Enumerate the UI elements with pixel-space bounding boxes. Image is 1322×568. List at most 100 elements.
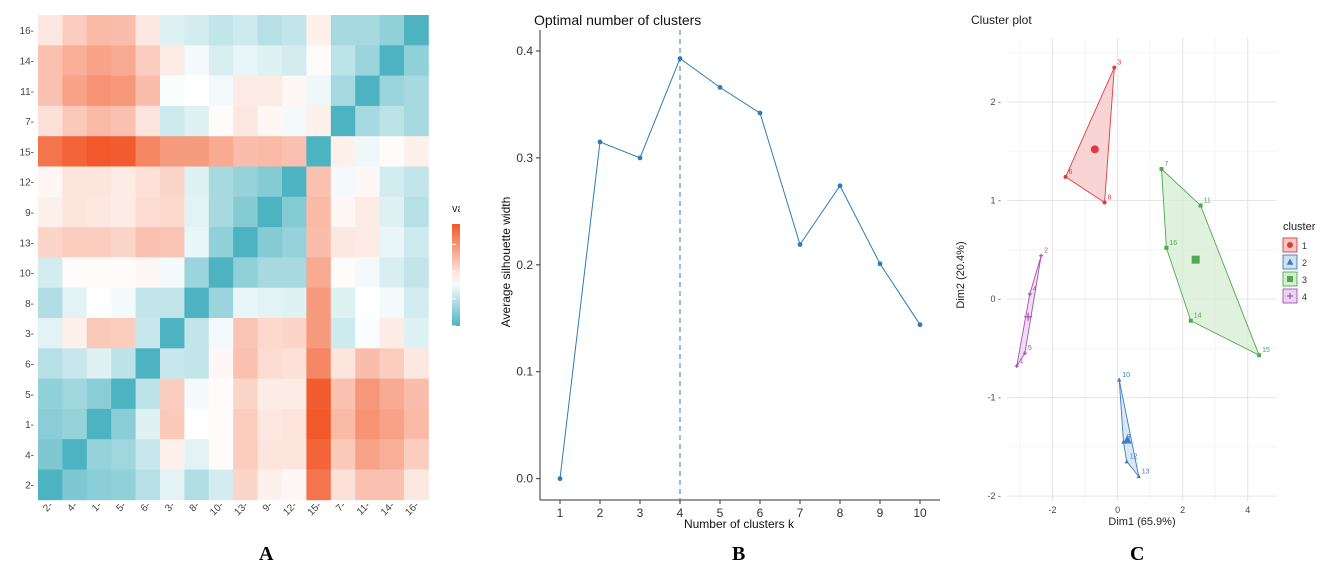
heatmap-cell: [38, 166, 63, 198]
heatmap-cell: [160, 378, 185, 410]
heatmap-cell: [306, 136, 332, 167]
heatmap-cell: [86, 15, 112, 46]
heatmap-cell: [184, 408, 210, 440]
heatmap-cell: [111, 257, 136, 289]
heatmap-cell: [62, 378, 88, 410]
heatmap-cell: [111, 227, 136, 258]
heatmap-col-label: 4-: [66, 500, 80, 514]
heatmap-cell: [379, 136, 405, 167]
heatmap-cell: [257, 348, 283, 379]
cluster-point-label: 12: [1130, 454, 1138, 461]
heatmap-cell: [86, 257, 112, 289]
heatmap-col-label: 9-: [261, 500, 275, 514]
heatmap-row-label: 4-: [25, 450, 34, 461]
heatmap-cell: [306, 287, 332, 319]
cluster-point: [1039, 253, 1044, 258]
heatmap-cell: [111, 136, 136, 167]
heatmap-cell: [184, 166, 210, 198]
cluster-center-4: [1024, 312, 1033, 321]
heatmap-col-label: 15-: [306, 500, 324, 518]
heatmap-cell: [160, 105, 185, 137]
heatmap-cell: [135, 469, 161, 501]
heatmap-cell: [379, 408, 405, 440]
silhouette-point: [797, 242, 803, 247]
heatmap-cell: [184, 439, 210, 470]
heatmap-row-label: 3-: [25, 329, 34, 340]
cluster-point: [1257, 353, 1262, 358]
cluster-legend-label: 1: [1302, 241, 1307, 251]
heatmap-cell: [208, 439, 234, 470]
heatmap-cell: [404, 75, 429, 107]
silhouette-point: [717, 84, 723, 90]
heatmap-cell: [38, 45, 63, 76]
cluster-point-label: 13: [1142, 468, 1150, 475]
heatmap-cell: [355, 287, 380, 319]
heatmap-cell: [233, 166, 258, 198]
heatmap-cell: [404, 348, 429, 379]
heatmap-col-label: 7-: [334, 500, 348, 514]
heatmap-cell: [160, 348, 185, 379]
heatmap-cell: [62, 408, 88, 440]
cluster-hull-1: [1064, 67, 1115, 204]
heatmap-row-label: 14-: [20, 56, 34, 67]
heatmap-cell: [135, 348, 161, 379]
heatmap-cell: [379, 105, 405, 137]
heatmap-cell: [233, 75, 258, 107]
cluster-point-label: 14: [1194, 313, 1202, 320]
heatmap-cell: [86, 408, 112, 440]
heatmap-cell: [306, 318, 332, 349]
heatmap-cell: [379, 15, 405, 46]
heatmap-cell: [355, 408, 380, 440]
silhouette-x-tick-label: 8: [837, 506, 844, 520]
heatmap-cell: [160, 257, 185, 289]
heatmap-col-label: 10-: [208, 500, 226, 518]
heatmap-cell: [282, 257, 307, 289]
heatmap-cell: [111, 105, 136, 137]
silhouette-x-tick-label: 9: [877, 506, 884, 520]
heatmap-cell: [38, 348, 63, 379]
cluster-y-tick-label: 2 -: [990, 97, 1001, 107]
heatmap-col-label: 13-: [233, 500, 251, 518]
cluster-title: Cluster plot: [971, 13, 1032, 27]
heatmap-cell: [306, 378, 332, 410]
cluster-x-tick-label: 2: [1180, 505, 1185, 515]
heatmap-cell: [379, 227, 405, 258]
heatmap-cell: [62, 257, 88, 289]
heatmap-cell: [135, 15, 161, 46]
heatmap-cell: [330, 105, 356, 137]
heatmap-cell: [111, 45, 136, 76]
heatmap-cell: [208, 348, 234, 379]
heatmap-cell: [160, 166, 185, 198]
heatmap-cell: [62, 15, 88, 46]
panel-label-b: B: [732, 543, 746, 565]
silhouette-ticks: 0.0 0.1 0.2 0.3 0.4 1 2 3 4 5 6 7 8 9 10: [516, 44, 927, 520]
heatmap-row-label: 2-: [25, 481, 34, 492]
heatmap-row-label: 13-: [20, 238, 34, 249]
heatmap-cell: [257, 378, 283, 410]
heatmap-cell: [404, 439, 429, 470]
silhouette-point: [757, 110, 763, 116]
heatmap-cell: [379, 166, 405, 198]
silhouette-point: [597, 139, 603, 145]
heatmap-cell: [160, 287, 185, 319]
heatmap-cell: [111, 196, 136, 228]
cluster-point-label: 11: [1204, 197, 1211, 204]
heatmap-cell: [62, 105, 88, 137]
heatmap-cell: [135, 227, 161, 258]
cluster-center-3: [1191, 255, 1200, 264]
heatmap-cell: [111, 15, 136, 46]
heatmap-cell: [38, 15, 63, 46]
heatmap-cell: [233, 318, 258, 349]
cluster-y-tick-label: -1 -: [988, 393, 1002, 403]
heatmap-cell: [233, 287, 258, 319]
cluster-panel: Cluster plot 36810912137111614152451 -2 …: [955, 13, 1316, 528]
heatmap-cell: [355, 196, 380, 228]
heatmap-cell: [135, 318, 161, 349]
heatmap-colorbar: [452, 224, 460, 326]
heatmap-cell: [355, 166, 380, 198]
heatmap-cell: [355, 257, 380, 289]
heatmap-cell: [355, 318, 380, 349]
heatmap-cell: [86, 136, 112, 167]
heatmap-cell: [86, 227, 112, 258]
cluster-legend-label: 3: [1302, 275, 1307, 285]
